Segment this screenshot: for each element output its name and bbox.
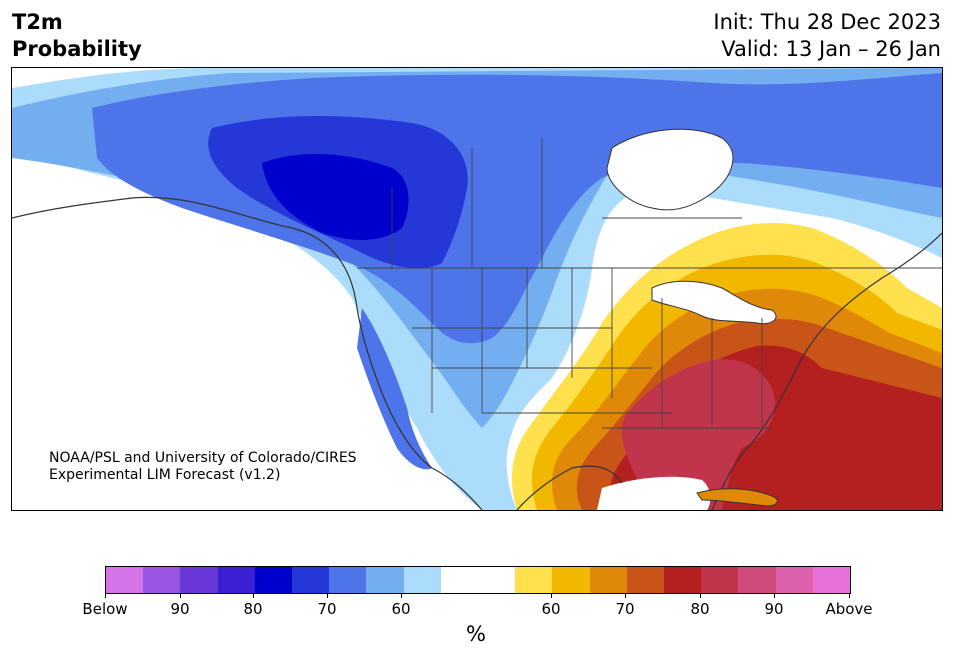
colorbar-cell [106, 567, 144, 593]
colorbar-cell [403, 567, 441, 593]
colorbar-tick-label: 80 [690, 600, 710, 618]
colorbar-tick-mark [253, 593, 254, 598]
great-lakes [651, 280, 777, 325]
cuba [696, 488, 778, 507]
colorbar-tick-mark [180, 593, 181, 598]
warm-region-peak [621, 359, 776, 510]
colorbar-tick-mark [401, 593, 402, 598]
credit-line-2: Experimental LIM Forecast (v1.2) [49, 467, 281, 483]
map-panel [11, 67, 943, 511]
colorbar-cell [775, 567, 813, 593]
colorbar-cell [589, 567, 627, 593]
cold-region-core [262, 153, 409, 240]
colorbar-cell [254, 567, 293, 593]
colorbar-cell [180, 567, 218, 593]
colorbar-tick-label: 90 [170, 600, 190, 618]
credit-line-1: NOAA/PSL and University of Colorado/CIRE… [49, 450, 357, 466]
colorbar-tick-label: 80 [243, 600, 263, 618]
colorbar-tick-label: Above [825, 600, 873, 618]
colorbar-tick-mark [327, 593, 328, 598]
init-date: Init: Thu 28 Dec 2023 [713, 10, 941, 34]
state-borders [357, 138, 942, 429]
colorbar-tick-label: 70 [317, 600, 337, 618]
colorbar-cell [664, 567, 702, 593]
colorbar-cell [626, 567, 665, 593]
gulf-of-mexico [597, 476, 711, 510]
credit-text: NOAA/PSL and University of Colorado/CIRE… [49, 450, 357, 484]
title-right: Init: Thu 28 Dec 2023 Valid: 13 Jan – 26… [713, 9, 941, 63]
probability-map [12, 68, 942, 510]
colorbar-cell [701, 567, 739, 593]
coastline [12, 196, 942, 510]
colorbar [105, 566, 851, 594]
title-variable: T2m [12, 10, 63, 34]
hudson-bay [606, 128, 734, 211]
colorbar-tick-label: 60 [541, 600, 561, 618]
colorbar-cell [366, 567, 404, 593]
colorbar-tick-mark [105, 593, 106, 598]
colorbar-tick-mark [774, 593, 775, 598]
colorbar-cell [738, 567, 776, 593]
colorbar-cell [292, 567, 330, 593]
colorbar-unit: % [466, 622, 486, 646]
colorbar-tick-mark [551, 593, 552, 598]
colorbar-cell [143, 567, 181, 593]
title-left: T2m Probability [12, 9, 142, 63]
colorbar-tick-mark [700, 593, 701, 598]
colorbar-cell [812, 567, 851, 593]
title-subtitle: Probability [12, 37, 142, 61]
colorbar-tick-label: 70 [615, 600, 635, 618]
colorbar-tick-label: 60 [391, 600, 411, 618]
colorbar-cell [552, 567, 590, 593]
colorbar-tick-mark [625, 593, 626, 598]
colorbar-tick-label: Below [82, 600, 128, 618]
colorbar-cell [440, 567, 479, 593]
colorbar-cell [217, 567, 255, 593]
valid-range: Valid: 13 Jan – 26 Jan [721, 37, 941, 61]
colorbar-cell [329, 567, 367, 593]
colorbar-tick-label: 90 [764, 600, 784, 618]
colorbar-tick-mark [849, 593, 850, 598]
colorbar-cell [515, 567, 553, 593]
colorbar-cell [478, 567, 516, 593]
